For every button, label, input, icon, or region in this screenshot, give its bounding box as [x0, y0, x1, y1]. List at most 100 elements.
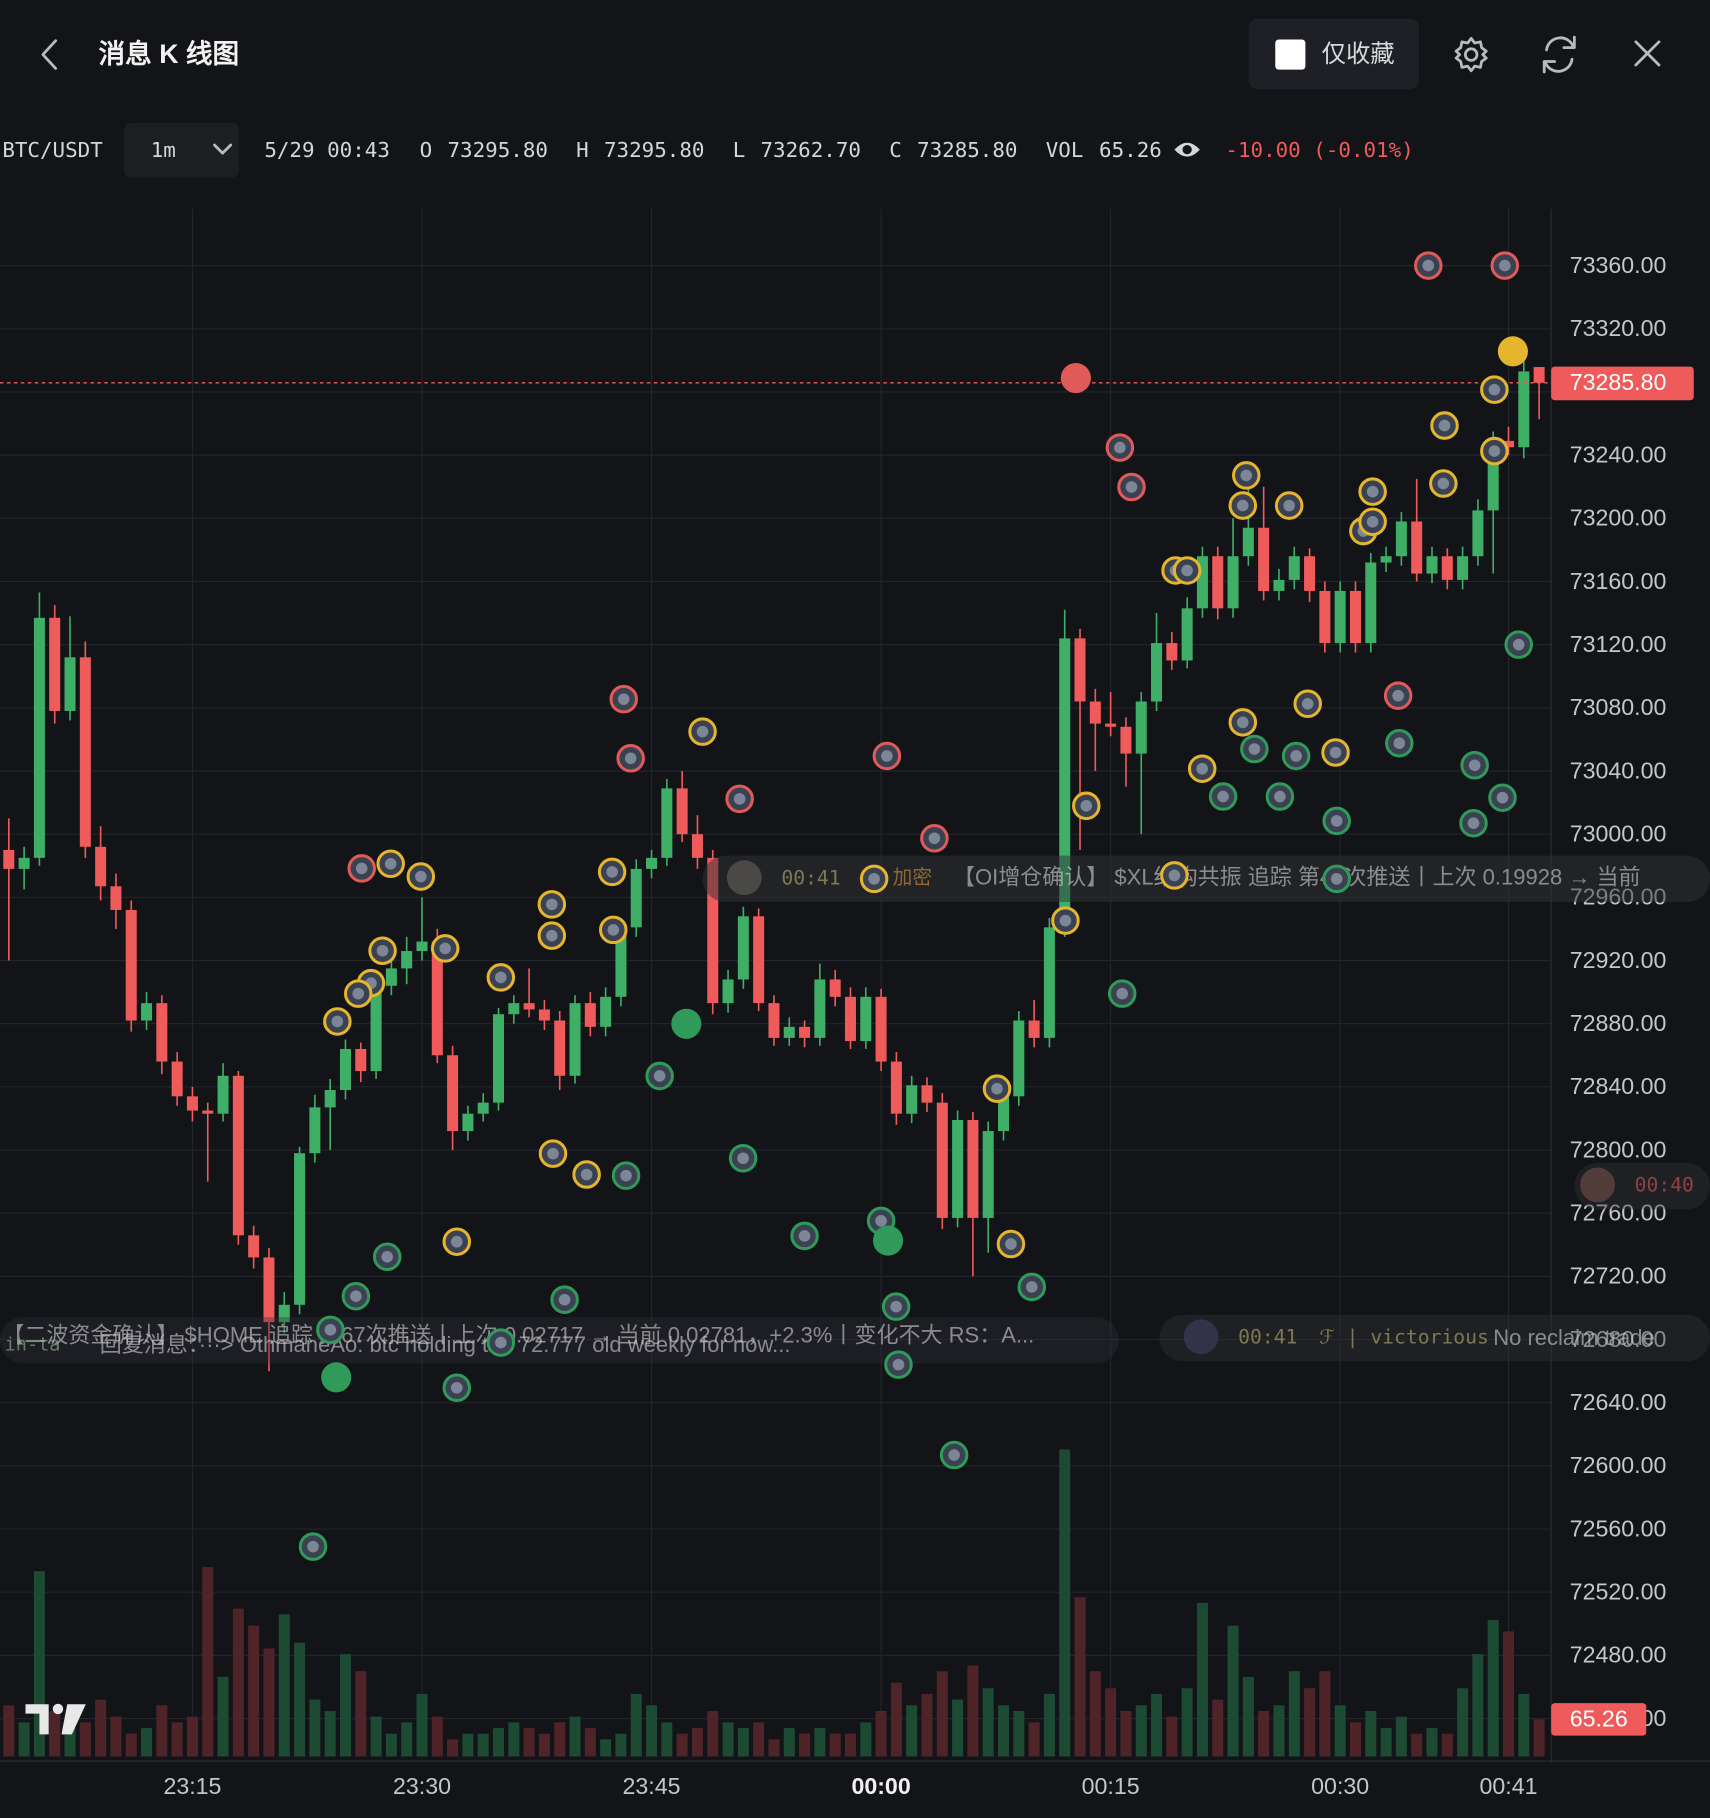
candle-body	[1395, 521, 1407, 557]
volume-bar	[431, 1716, 443, 1757]
candle-body	[829, 979, 841, 997]
candle-body	[355, 1048, 367, 1072]
volume-bar	[982, 1688, 994, 1757]
y-tick-label: 73200.00	[1570, 505, 1667, 531]
volume-bar	[584, 1728, 596, 1757]
ticker-text: 回复消息：···> OthmaneAo: btc holding the 72.…	[100, 1332, 791, 1357]
news-marker[interactable]	[872, 1225, 904, 1256]
candle-body	[263, 1257, 275, 1323]
news-marker-avatar	[1488, 445, 1501, 457]
candle-body	[1441, 556, 1453, 580]
news-marker-avatar	[350, 1290, 362, 1303]
candle-body	[600, 996, 612, 1027]
candle-body	[737, 916, 749, 980]
volume-bar	[722, 1722, 734, 1757]
checkbox[interactable]	[1275, 39, 1306, 70]
news-marker-avatar	[450, 1235, 463, 1248]
candle-body	[49, 617, 61, 711]
volume-bar	[1074, 1597, 1086, 1757]
candle-body	[3, 849, 15, 869]
candle-body	[615, 927, 627, 997]
visibility-toggle[interactable]	[1174, 142, 1200, 157]
last-price-tag	[1551, 366, 1694, 401]
volume-bar	[538, 1733, 550, 1757]
volume-bar	[630, 1693, 642, 1757]
volume-bar	[860, 1722, 872, 1757]
y-tick-label: 72840.00	[1570, 1073, 1667, 1099]
candle-body	[875, 996, 887, 1062]
candle-body	[1365, 562, 1377, 644]
legend-l-value: 73262.70	[761, 138, 861, 162]
volume-bar	[141, 1728, 153, 1757]
news-marker-avatar	[384, 857, 397, 870]
refresh-button[interactable]	[1542, 35, 1576, 74]
candle-body	[1288, 556, 1300, 580]
candle-body	[722, 979, 734, 1004]
news-marker-avatar	[991, 1082, 1003, 1095]
news-marker-avatar	[1330, 873, 1343, 885]
candle-body	[370, 985, 382, 1072]
news-marker-avatar	[1392, 689, 1404, 702]
volume-bar	[1013, 1710, 1025, 1757]
volume-bar	[370, 1716, 382, 1757]
x-tick-label: 00:15	[1082, 1773, 1140, 1799]
news-marker-avatar	[624, 752, 637, 765]
news-marker[interactable]	[671, 1008, 702, 1039]
candle-body	[278, 1304, 290, 1323]
volume-bar	[1258, 1710, 1270, 1757]
candle-body	[799, 1026, 811, 1038]
candle-body	[1227, 556, 1239, 609]
settings-button[interactable]	[1454, 36, 1488, 73]
candle-body	[569, 1003, 581, 1076]
volume-bar	[462, 1733, 474, 1757]
news-marker-avatar	[439, 942, 451, 955]
symbol: BTC/USDT	[2, 138, 103, 162]
candle-body	[1503, 440, 1515, 448]
y-tick-label: 73320.00	[1570, 315, 1667, 341]
news-marker[interactable]	[1060, 362, 1091, 394]
news-marker-avatar	[1438, 419, 1451, 432]
candle-body	[646, 857, 658, 869]
candle-body	[156, 1003, 168, 1062]
candle-body	[1426, 556, 1438, 574]
volume-bar	[1212, 1699, 1224, 1757]
candle-body	[661, 788, 673, 858]
ticker-user: ℱ | victorious	[1319, 1325, 1489, 1348]
candle-body	[906, 1085, 918, 1114]
ticker-bar[interactable]	[1159, 1314, 1710, 1362]
logo	[25, 1703, 86, 1735]
volume-bar	[339, 1654, 351, 1757]
news-marker-avatar	[1467, 817, 1480, 830]
volume-bar	[1151, 1693, 1163, 1757]
back-button[interactable]	[41, 39, 58, 70]
news-marker-avatar	[1274, 790, 1286, 803]
candle-body	[1487, 440, 1499, 511]
ticker-bar[interactable]	[702, 855, 1710, 903]
volume-bar	[1533, 1719, 1545, 1757]
news-marker[interactable]	[1497, 336, 1528, 367]
ticker-tag: 加密	[893, 867, 932, 889]
candle-body	[584, 1003, 596, 1027]
volume-bar	[1304, 1688, 1316, 1757]
candle-body	[18, 857, 30, 869]
interval-select[interactable]	[124, 122, 239, 178]
news-marker-avatar	[1488, 383, 1501, 396]
candle-body	[431, 941, 443, 1056]
news-marker-avatar	[620, 1169, 632, 1182]
candle-body	[676, 788, 688, 835]
candle-body	[523, 1003, 535, 1010]
news-marker-avatar	[1468, 759, 1481, 772]
volume-bar	[33, 1571, 45, 1757]
y-tick-label: 72640.00	[1570, 1389, 1667, 1415]
close-button[interactable]	[1634, 40, 1661, 67]
candle-body	[416, 941, 428, 952]
candle-body	[814, 979, 826, 1038]
favorites-toggle[interactable]	[1248, 18, 1420, 90]
ticker-bar[interactable]	[0, 1317, 1119, 1364]
news-marker[interactable]	[321, 1362, 352, 1393]
y-tick-label: 72600.00	[1570, 1452, 1667, 1478]
y-tick-label: 73040.00	[1570, 757, 1667, 783]
news-marker-avatar	[617, 693, 630, 705]
